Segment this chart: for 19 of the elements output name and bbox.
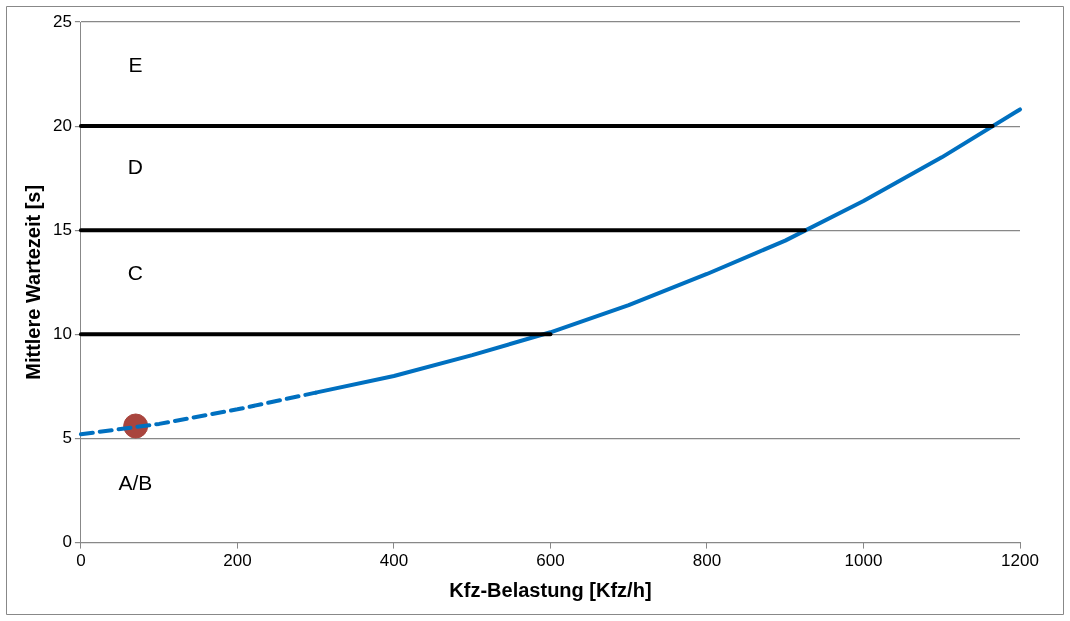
x-axis-title: Kfz-Belastung [Kfz/h] (449, 578, 652, 601)
x-tick-label: 0 (76, 551, 86, 571)
y-tick-label: 15 (52, 219, 72, 239)
y-tick-label: 0 (62, 532, 72, 552)
y-axis-title: Mittlere Wartezeit [s] (21, 184, 44, 380)
x-tick-label: 800 (692, 551, 722, 571)
y-tick-label: 10 (52, 324, 72, 344)
y-tick-label: 25 (52, 11, 72, 31)
x-tick-label: 200 (223, 551, 252, 571)
annotation: A/B (118, 471, 153, 495)
annotation: E (128, 53, 143, 77)
x-tick-label: 600 (536, 551, 565, 571)
x-tick-label: 1200 (1001, 551, 1039, 571)
x-tick-label: 1000 (844, 551, 883, 571)
y-tick-label: 5 (62, 428, 72, 448)
annotation: C (127, 261, 143, 285)
x-tick-label: 400 (379, 551, 409, 571)
annotation: D (127, 154, 143, 178)
y-tick-label: 20 (52, 115, 72, 135)
